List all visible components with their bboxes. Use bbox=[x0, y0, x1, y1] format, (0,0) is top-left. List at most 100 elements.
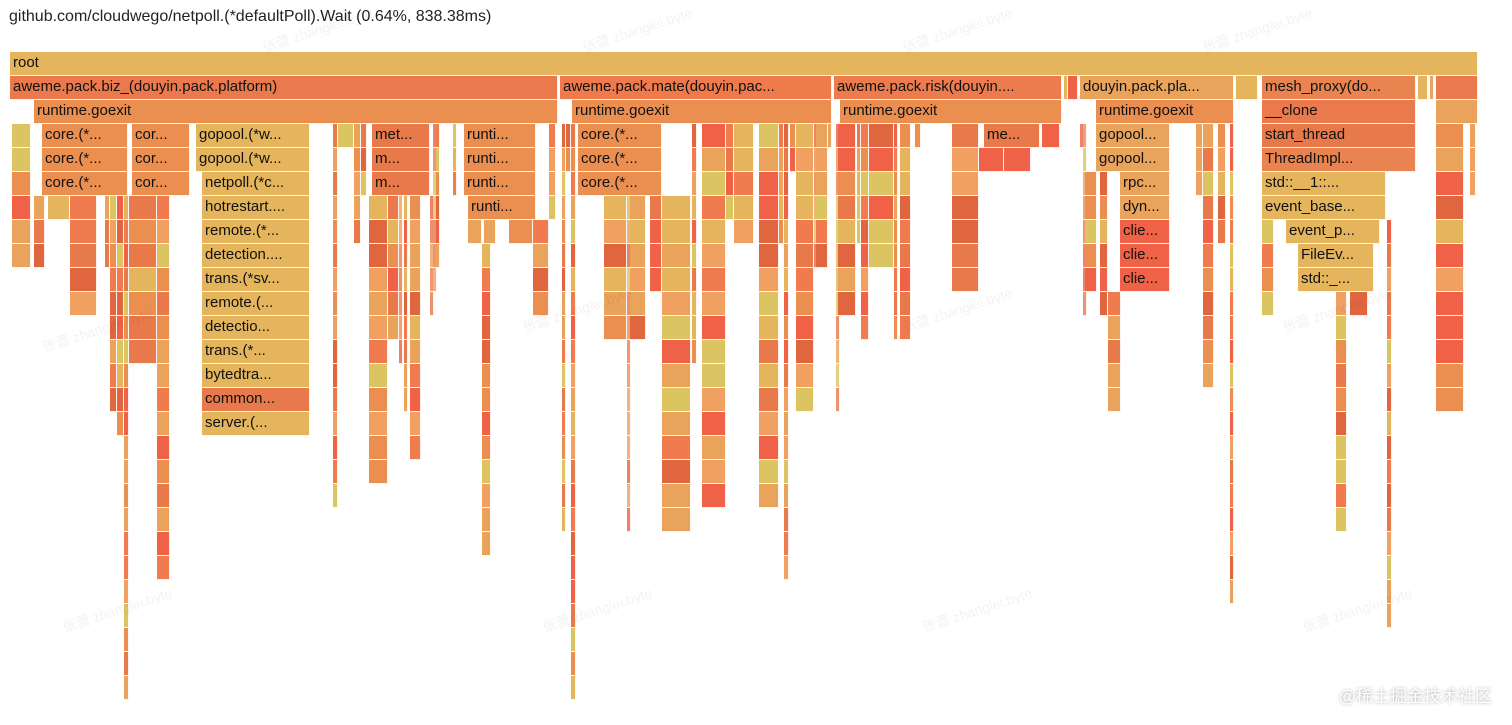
flame-frame[interactable] bbox=[124, 412, 129, 436]
flame-frame[interactable] bbox=[124, 292, 129, 316]
flame-frame[interactable] bbox=[117, 292, 124, 316]
flame-frame[interactable] bbox=[894, 292, 898, 316]
flame-frame[interactable] bbox=[759, 436, 779, 460]
flame-frame[interactable] bbox=[117, 412, 124, 436]
flame-frame[interactable] bbox=[399, 268, 403, 292]
flame-frame[interactable] bbox=[1470, 124, 1476, 148]
flame-frame[interactable] bbox=[1236, 76, 1258, 100]
flame-frame[interactable] bbox=[354, 148, 361, 172]
flame-frame[interactable] bbox=[571, 340, 576, 364]
flame-frame[interactable] bbox=[549, 172, 556, 196]
flame-frame[interactable] bbox=[838, 172, 856, 196]
flame-frame[interactable] bbox=[692, 124, 697, 148]
flame-frame[interactable] bbox=[836, 340, 840, 364]
flame-frame[interactable] bbox=[410, 364, 421, 388]
flame-frame[interactable] bbox=[1230, 268, 1234, 292]
flame-frame[interactable] bbox=[1262, 220, 1274, 244]
flame-frame[interactable] bbox=[482, 268, 491, 292]
flame-frame[interactable] bbox=[759, 388, 779, 412]
flame-frame[interactable] bbox=[836, 316, 840, 340]
flame-frame[interactable] bbox=[562, 364, 566, 388]
flame-frame[interactable] bbox=[34, 244, 45, 268]
flame-frame[interactable] bbox=[70, 244, 97, 268]
flame-frame-labeled[interactable]: remote.(... bbox=[202, 292, 310, 316]
flame-frame-labeled[interactable]: detectio... bbox=[202, 316, 310, 340]
flame-frame[interactable] bbox=[857, 172, 861, 196]
flame-frame[interactable] bbox=[1262, 244, 1274, 268]
flame-frame[interactable] bbox=[726, 172, 734, 196]
flame-frame[interactable] bbox=[816, 124, 828, 148]
flame-frame[interactable] bbox=[759, 316, 779, 340]
flame-frame[interactable] bbox=[12, 124, 31, 148]
flame-frame[interactable] bbox=[124, 316, 129, 340]
flame-frame[interactable] bbox=[404, 268, 408, 292]
flame-frame[interactable] bbox=[110, 364, 117, 388]
flame-frame[interactable] bbox=[399, 340, 403, 364]
flame-frame[interactable] bbox=[1230, 340, 1234, 364]
flame-frame[interactable] bbox=[361, 148, 367, 172]
flame-frame-labeled[interactable]: trans.(*sv... bbox=[202, 268, 310, 292]
flame-frame[interactable] bbox=[894, 244, 898, 268]
flame-frame[interactable] bbox=[333, 220, 338, 244]
flame-frame[interactable] bbox=[604, 316, 627, 340]
flame-frame[interactable] bbox=[157, 412, 170, 436]
flame-frame[interactable] bbox=[333, 124, 338, 148]
flame-frame[interactable] bbox=[869, 244, 894, 268]
flame-frame-labeled[interactable]: clie... bbox=[1120, 268, 1170, 292]
flame-frame[interactable] bbox=[124, 556, 129, 580]
flame-frame[interactable] bbox=[1336, 364, 1347, 388]
flame-frame[interactable] bbox=[369, 388, 388, 412]
flame-frame[interactable] bbox=[562, 484, 566, 508]
flame-frame[interactable] bbox=[404, 364, 408, 388]
flame-frame[interactable] bbox=[333, 340, 338, 364]
flame-frame[interactable] bbox=[482, 484, 491, 508]
flame-frame[interactable] bbox=[1108, 292, 1121, 316]
flame-frame[interactable] bbox=[861, 268, 869, 292]
flame-frame[interactable] bbox=[12, 244, 31, 268]
flame-frame[interactable] bbox=[784, 556, 789, 580]
flame-frame[interactable] bbox=[453, 148, 457, 172]
flame-frame[interactable] bbox=[861, 124, 869, 148]
flame-frame[interactable] bbox=[361, 124, 367, 148]
flame-frame[interactable] bbox=[124, 340, 129, 364]
flame-frame[interactable] bbox=[1203, 244, 1214, 268]
flame-frame[interactable] bbox=[900, 244, 911, 268]
flame-frame[interactable] bbox=[482, 388, 491, 412]
flame-frame[interactable] bbox=[816, 172, 828, 196]
flame-frame-labeled[interactable]: cor... bbox=[132, 148, 190, 172]
flame-frame[interactable] bbox=[1387, 364, 1392, 388]
flame-frame[interactable] bbox=[1230, 532, 1234, 556]
flame-frame[interactable] bbox=[571, 436, 576, 460]
flame-frame-labeled[interactable]: start_thread bbox=[1262, 124, 1416, 148]
flame-frame[interactable] bbox=[894, 268, 898, 292]
flame-frame-labeled[interactable]: me... bbox=[984, 124, 1040, 148]
flame-frame[interactable] bbox=[726, 148, 734, 172]
flame-frame[interactable] bbox=[952, 124, 979, 148]
flame-frame[interactable] bbox=[1436, 388, 1464, 412]
flame-frame[interactable] bbox=[410, 244, 421, 268]
flame-frame[interactable] bbox=[124, 628, 129, 652]
flame-frame[interactable] bbox=[410, 316, 421, 340]
flame-frame[interactable] bbox=[861, 316, 869, 340]
flame-frame[interactable] bbox=[1100, 196, 1108, 220]
flame-frame[interactable] bbox=[702, 364, 726, 388]
flame-frame[interactable] bbox=[869, 172, 894, 196]
flame-frame[interactable] bbox=[1336, 508, 1347, 532]
flame-frame[interactable] bbox=[484, 220, 496, 244]
flame-frame[interactable] bbox=[861, 292, 869, 316]
flame-frame[interactable] bbox=[604, 292, 627, 316]
flame-frame[interactable] bbox=[1387, 244, 1392, 268]
flame-frame[interactable] bbox=[796, 268, 814, 292]
flame-frame[interactable] bbox=[399, 316, 403, 340]
flame-frame[interactable] bbox=[129, 268, 157, 292]
flame-frame[interactable] bbox=[692, 340, 697, 364]
flame-frame[interactable] bbox=[388, 292, 399, 316]
flame-frame[interactable] bbox=[1100, 172, 1108, 196]
flame-frame[interactable] bbox=[129, 316, 157, 340]
flame-frame[interactable] bbox=[784, 268, 789, 292]
flame-frame[interactable] bbox=[952, 244, 979, 268]
flame-frame[interactable] bbox=[662, 220, 691, 244]
flame-frame[interactable] bbox=[333, 388, 338, 412]
flame-frame[interactable] bbox=[836, 388, 840, 412]
flame-frame[interactable] bbox=[369, 340, 388, 364]
